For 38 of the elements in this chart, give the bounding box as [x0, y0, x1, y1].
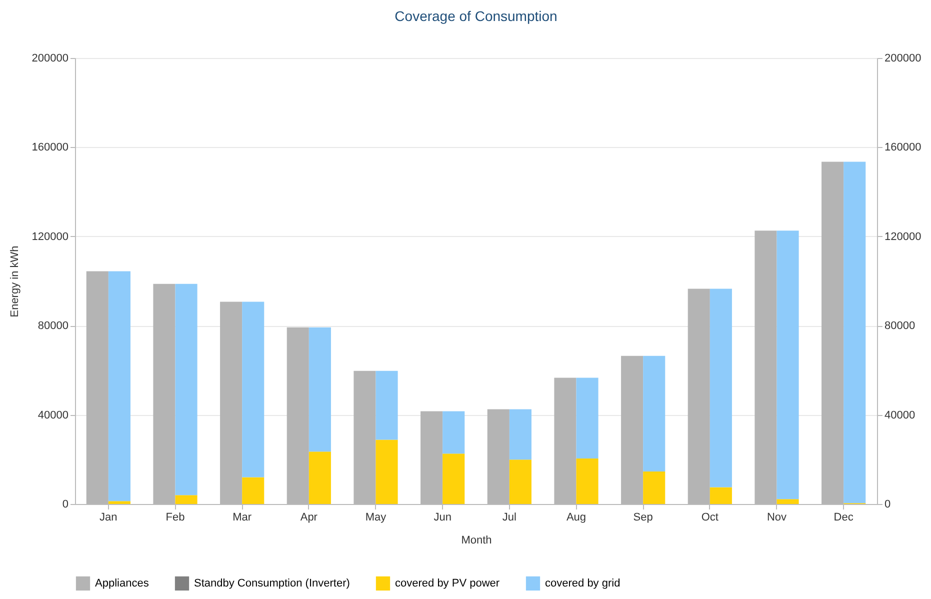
x-tick-label: Sep — [633, 512, 653, 524]
y2-tick-label: 80000 — [884, 320, 916, 332]
y-tick-label: 0 — [62, 498, 68, 510]
bar — [175, 495, 198, 504]
bar — [710, 487, 732, 504]
y-tick-label: 160000 — [32, 142, 68, 154]
legend-label: Appliances — [95, 577, 150, 590]
x-axis-title: Month — [461, 534, 492, 546]
x-tick-label: Oct — [701, 512, 718, 524]
y-tick-label: 80000 — [38, 320, 68, 332]
x-tick-label: Mar — [232, 512, 252, 524]
x-tick-label: Nov — [766, 512, 788, 524]
x-tick-label: Jan — [100, 512, 118, 524]
x-tick-label: Aug — [566, 512, 586, 524]
y2-tick-label: 200000 — [884, 52, 922, 64]
y2-tick-label: 120000 — [884, 230, 922, 243]
y-tick-label: 200000 — [32, 52, 68, 64]
x-tick-label: Feb — [166, 512, 185, 524]
bar — [643, 471, 666, 504]
legend-label: Standby Consumption (Inverter) — [194, 577, 350, 590]
y2-tick-label: 40000 — [884, 409, 916, 422]
y2-tick-label: 160000 — [884, 142, 922, 154]
bar — [108, 501, 130, 504]
x-tick-label: Apr — [300, 512, 318, 524]
legend-label: covered by PV power — [395, 577, 500, 590]
y-axis-title: Energy in kWh — [8, 246, 21, 318]
chart-title: Coverage of Consumption — [394, 8, 558, 24]
bar — [242, 477, 264, 504]
bar — [308, 452, 331, 504]
x-tick-label: Dec — [834, 512, 854, 524]
x-tick-label: Jul — [502, 512, 516, 524]
y2-tick-label: 0 — [884, 498, 891, 510]
x-tick-label: Jun — [434, 512, 452, 524]
legend-label: covered by grid — [545, 577, 620, 590]
y-tick-label: 120000 — [32, 230, 68, 243]
y-tick-label: 40000 — [38, 409, 68, 422]
x-tick-label: May — [365, 512, 387, 524]
bar — [776, 499, 799, 504]
